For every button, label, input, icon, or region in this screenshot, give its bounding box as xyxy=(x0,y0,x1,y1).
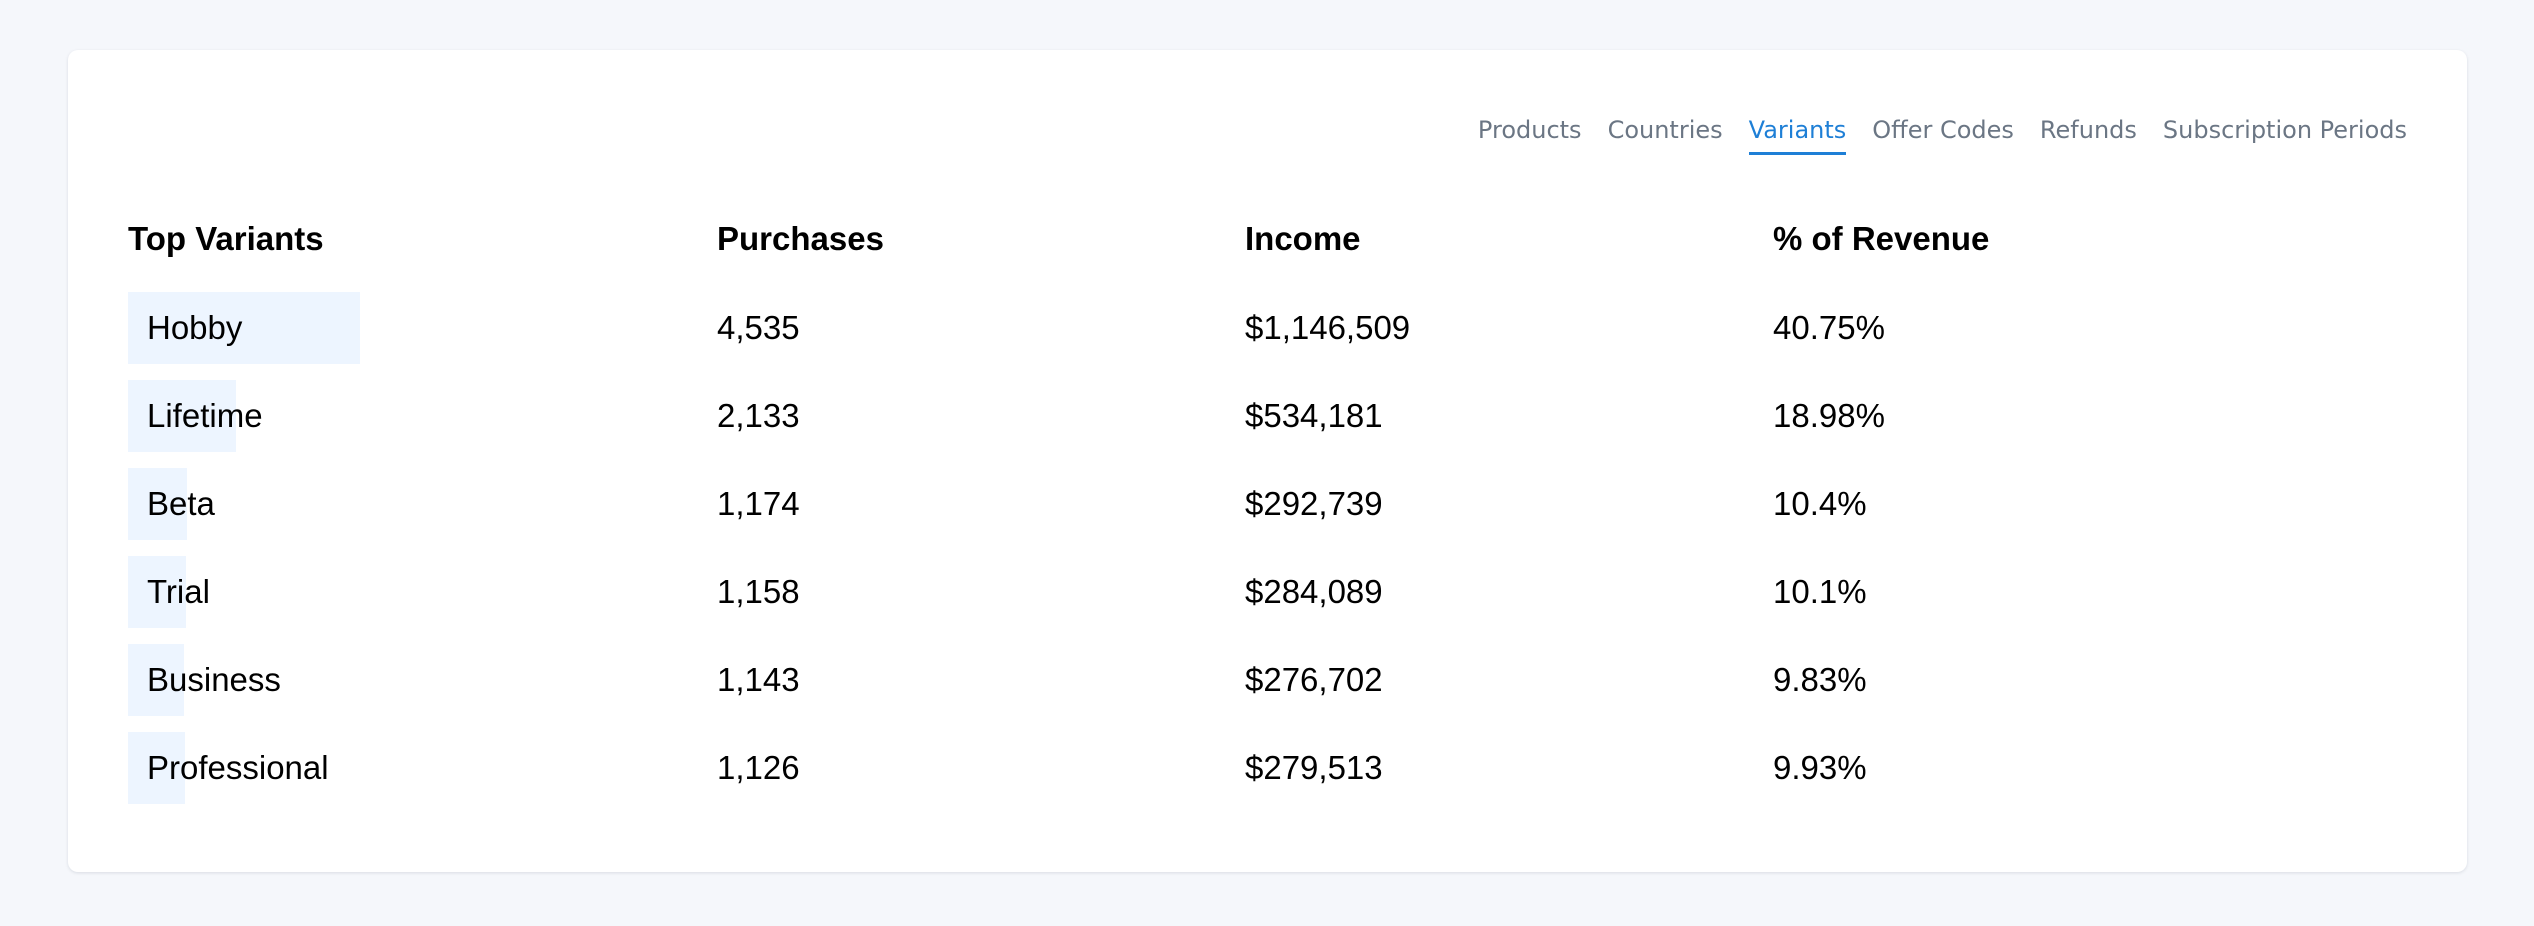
revenue-percent-value: 10.1% xyxy=(1773,573,1867,610)
variant-name: Business xyxy=(147,661,281,698)
table-row[interactable]: Beta 1,174 $292,739 10.4% xyxy=(68,468,2467,540)
table-header: Top Variants Purchases Income % of Reven… xyxy=(68,220,2467,260)
income-value: $276,702 xyxy=(1245,661,1383,698)
column-header-purchases: Purchases xyxy=(717,220,884,257)
variant-name: Trial xyxy=(147,573,210,610)
tab-products[interactable]: Products xyxy=(1477,116,1582,144)
income-value: $1,146,509 xyxy=(1245,309,1411,346)
revenue-share-bar xyxy=(128,380,236,452)
table-row[interactable]: Lifetime 2,133 $534,181 18.98% xyxy=(68,380,2467,452)
purchases-value: 1,174 xyxy=(717,485,800,522)
variants-card: Products Countries Variants Offer Codes … xyxy=(68,50,2467,872)
tab-countries[interactable]: Countries xyxy=(1607,116,1723,144)
purchases-value: 1,126 xyxy=(717,749,800,786)
revenue-percent-value: 10.4% xyxy=(1773,485,1867,522)
purchases-value: 1,143 xyxy=(717,661,800,698)
revenue-percent-value: 18.98% xyxy=(1773,397,1885,434)
tab-subscription-periods[interactable]: Subscription Periods xyxy=(2162,116,2407,144)
revenue-percent-value: 9.93% xyxy=(1773,749,1867,786)
revenue-share-bar xyxy=(128,468,187,540)
column-header-income: Income xyxy=(1245,220,1361,257)
revenue-percent-value: 9.83% xyxy=(1773,661,1867,698)
revenue-share-bar xyxy=(128,556,186,628)
variant-name: Lifetime xyxy=(147,397,263,434)
variant-name: Hobby xyxy=(147,309,243,346)
purchases-value: 2,133 xyxy=(717,397,800,434)
tab-variants[interactable]: Variants xyxy=(1748,114,1847,155)
table-row[interactable]: Business 1,143 $276,702 9.83% xyxy=(68,644,2467,716)
purchases-value: 4,535 xyxy=(717,309,800,346)
purchases-value: 1,158 xyxy=(717,573,800,610)
income-value: $534,181 xyxy=(1245,397,1383,434)
income-value: $279,513 xyxy=(1245,749,1383,786)
income-value: $284,089 xyxy=(1245,573,1383,610)
variant-name: Beta xyxy=(147,485,215,522)
revenue-share-bar xyxy=(128,292,360,364)
tab-offer-codes[interactable]: Offer Codes xyxy=(1872,116,2014,144)
table-row[interactable]: Hobby 4,535 $1,146,509 40.75% xyxy=(68,292,2467,364)
revenue-percent-value: 40.75% xyxy=(1773,309,1885,346)
tab-bar: Products Countries Variants Offer Codes … xyxy=(1452,114,2407,162)
variant-name: Professional xyxy=(147,749,329,786)
income-value: $292,739 xyxy=(1245,485,1383,522)
revenue-share-bar xyxy=(128,732,185,804)
tab-refunds[interactable]: Refunds xyxy=(2039,116,2137,144)
table-row[interactable]: Professional 1,126 $279,513 9.93% xyxy=(68,732,2467,804)
revenue-share-bar xyxy=(128,644,184,716)
column-header-top-variants: Top Variants xyxy=(128,220,324,257)
column-header-revenue-share: % of Revenue xyxy=(1773,220,1990,257)
table-row[interactable]: Trial 1,158 $284,089 10.1% xyxy=(68,556,2467,628)
